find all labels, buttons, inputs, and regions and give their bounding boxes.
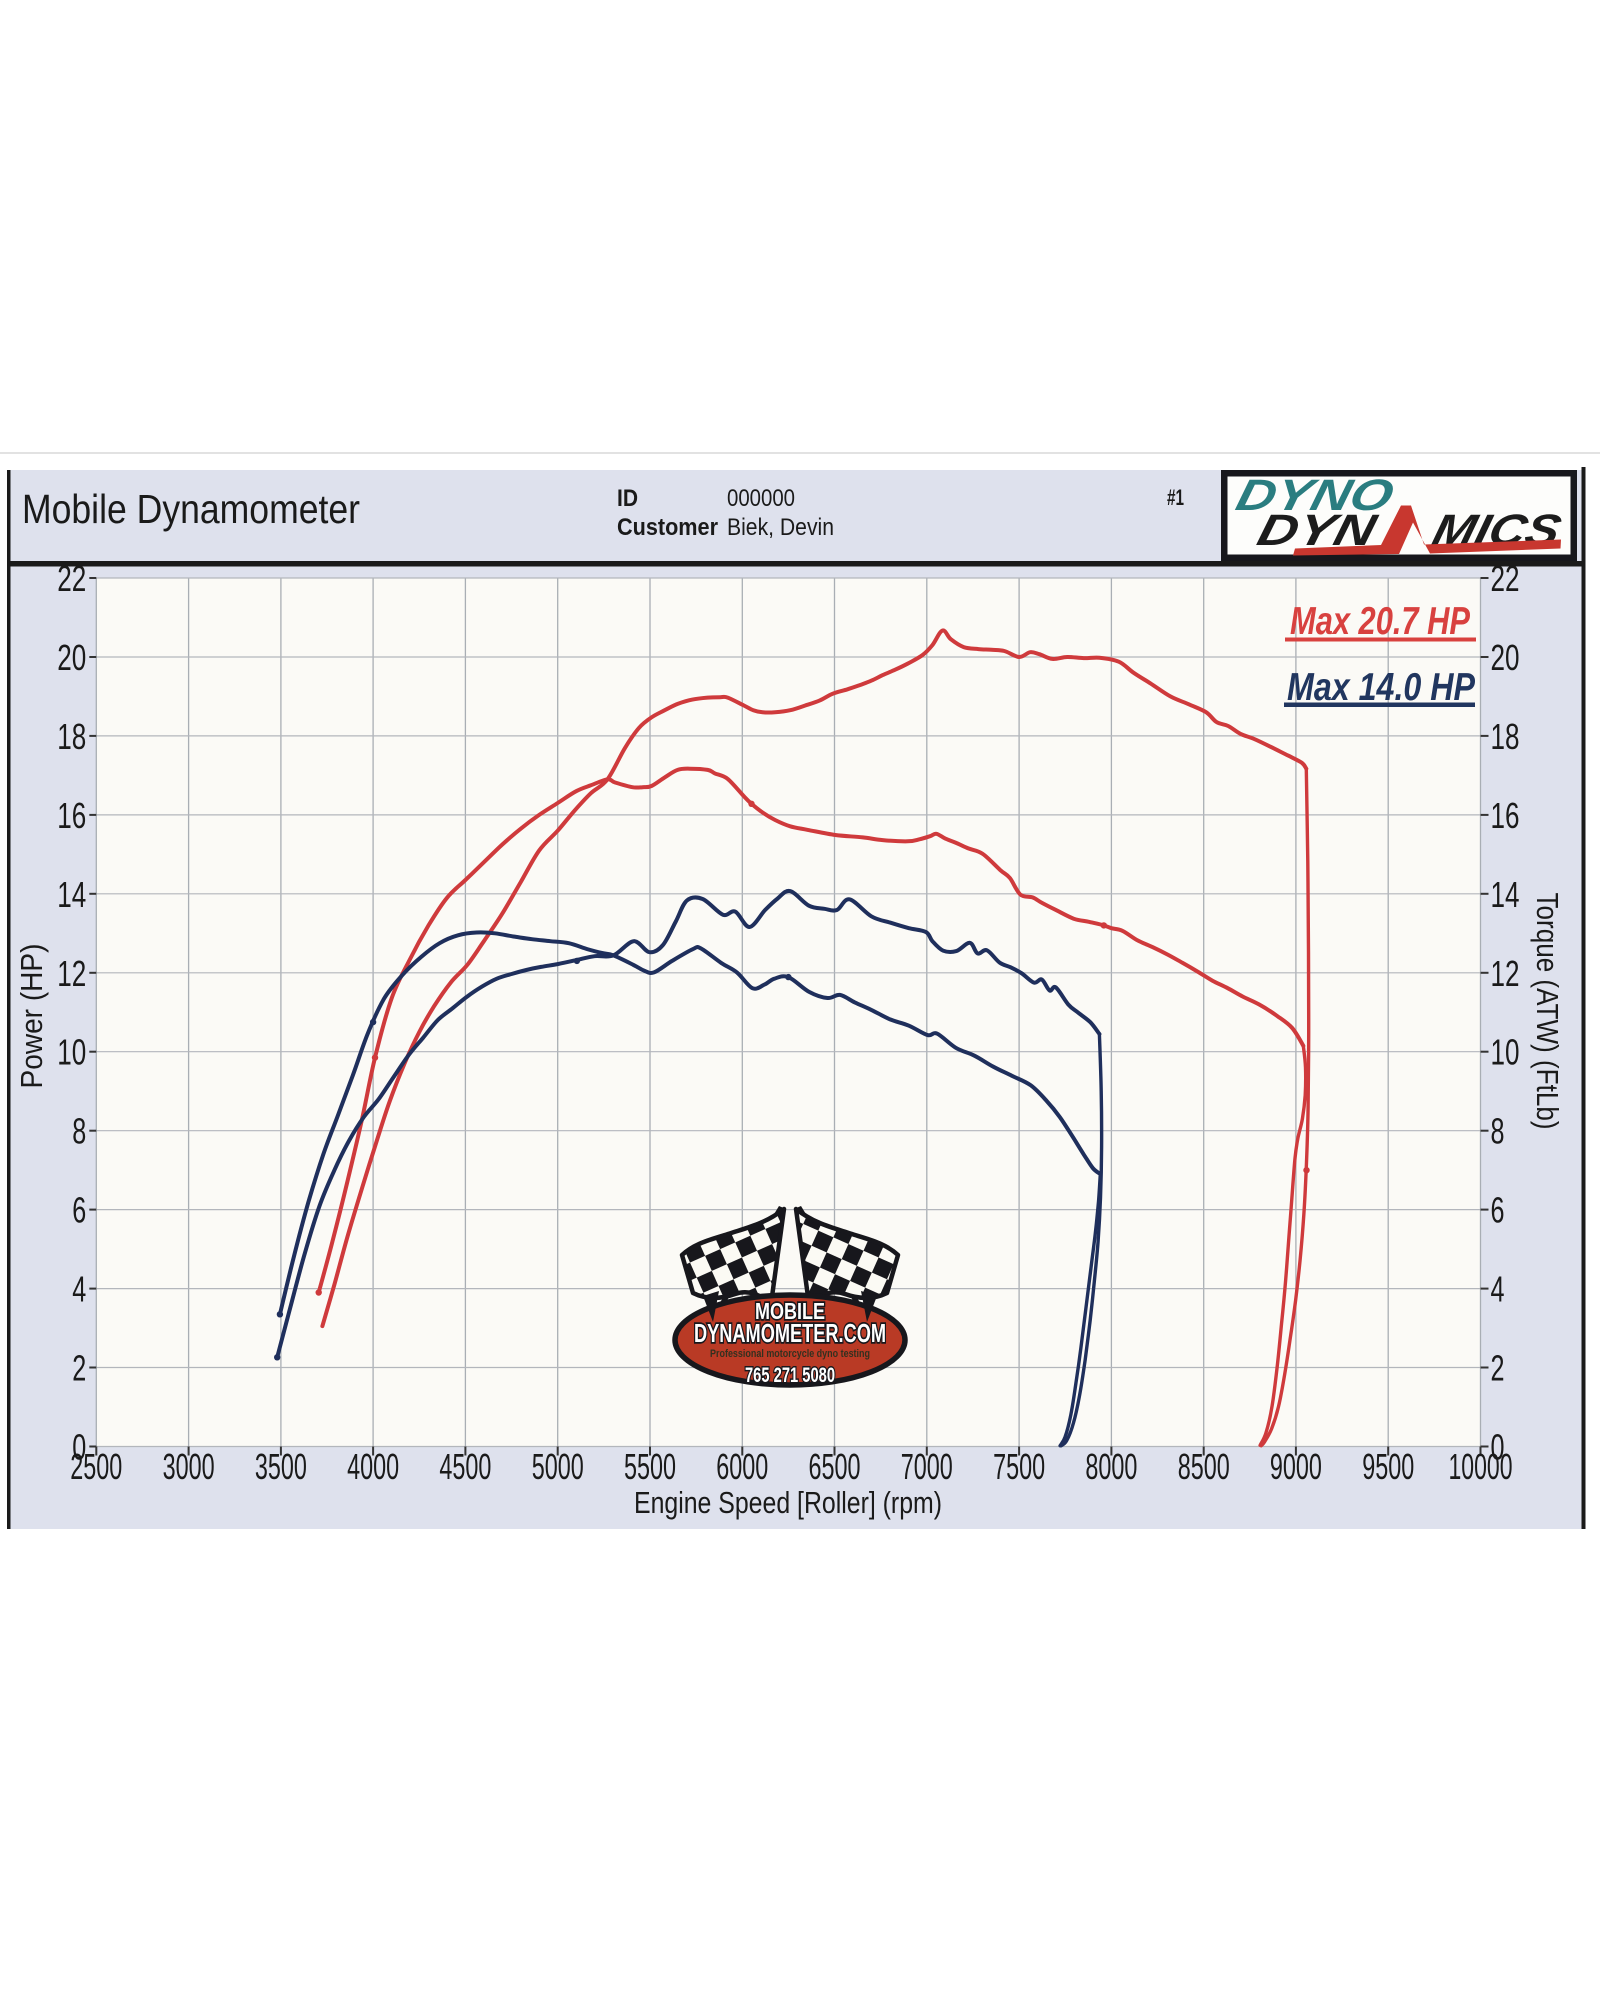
svg-text:6: 6 [72, 1190, 86, 1231]
svg-text:Customer: Customer [617, 514, 718, 541]
svg-text:4500: 4500 [439, 1446, 491, 1487]
svg-text:4: 4 [1491, 1269, 1505, 1310]
svg-text:20: 20 [57, 637, 86, 678]
svg-text:4000: 4000 [347, 1446, 399, 1487]
svg-text:8: 8 [1491, 1111, 1505, 1152]
svg-text:ID: ID [617, 485, 638, 512]
svg-text:9500: 9500 [1362, 1446, 1414, 1487]
svg-text:765 271 5080: 765 271 5080 [745, 1364, 835, 1387]
svg-text:Mobile Dynamometer: Mobile Dynamometer [22, 486, 360, 532]
svg-text:10000: 10000 [1449, 1446, 1513, 1487]
svg-text:14: 14 [57, 874, 86, 915]
svg-text:8: 8 [72, 1111, 86, 1152]
svg-text:#1: #1 [1167, 485, 1184, 510]
svg-text:6: 6 [1491, 1190, 1505, 1231]
svg-text:16: 16 [1491, 795, 1520, 836]
svg-text:DYNAMOMETER.COM: DYNAMOMETER.COM [694, 1318, 886, 1348]
svg-text:18: 18 [57, 716, 86, 757]
svg-text:DYNO: DYNO [1231, 472, 1398, 520]
svg-text:10: 10 [1491, 1032, 1520, 1073]
svg-text:Biek, Devin: Biek, Devin [727, 514, 834, 541]
svg-text:6500: 6500 [809, 1446, 861, 1487]
svg-text:8000: 8000 [1085, 1446, 1137, 1487]
svg-text:10: 10 [57, 1032, 86, 1073]
svg-text:3500: 3500 [255, 1446, 307, 1487]
svg-text:9000: 9000 [1270, 1446, 1322, 1487]
svg-text:0: 0 [72, 1427, 86, 1468]
svg-text:12: 12 [1491, 953, 1520, 994]
svg-text:Torque (ATW) (FtLb): Torque (ATW) (FtLb) [1530, 893, 1565, 1130]
svg-text:7000: 7000 [901, 1446, 953, 1487]
svg-text:18: 18 [1491, 716, 1520, 757]
svg-text:3000: 3000 [163, 1446, 215, 1487]
svg-text:14: 14 [1491, 874, 1520, 915]
svg-text:Max 20.7 HP: Max 20.7 HP [1290, 600, 1471, 643]
svg-text:22: 22 [57, 558, 86, 599]
svg-text:Professional motorcycle dyno t: Professional motorcycle dyno testing [710, 1348, 870, 1360]
svg-text:2: 2 [1491, 1348, 1505, 1389]
svg-text:12: 12 [57, 953, 86, 994]
svg-text:5000: 5000 [532, 1446, 584, 1487]
svg-text:2500: 2500 [70, 1446, 122, 1487]
svg-text:5500: 5500 [624, 1446, 676, 1487]
svg-text:8500: 8500 [1178, 1446, 1230, 1487]
svg-text:Max 14.0 HP: Max 14.0 HP [1287, 666, 1476, 709]
svg-text:22: 22 [1491, 558, 1520, 599]
svg-text:Power (HP): Power (HP) [14, 944, 49, 1089]
svg-text:2: 2 [72, 1348, 86, 1389]
svg-text:16: 16 [57, 795, 86, 836]
svg-text:20: 20 [1491, 637, 1520, 678]
svg-text:Engine Speed [Roller] (rpm): Engine Speed [Roller] (rpm) [634, 1485, 942, 1520]
svg-text:0: 0 [1491, 1427, 1505, 1468]
svg-text:7500: 7500 [993, 1446, 1045, 1487]
svg-text:000000: 000000 [727, 485, 795, 512]
svg-text:MOBILE: MOBILE [755, 1298, 825, 1324]
svg-text:6000: 6000 [716, 1446, 768, 1487]
svg-text:4: 4 [72, 1269, 86, 1310]
